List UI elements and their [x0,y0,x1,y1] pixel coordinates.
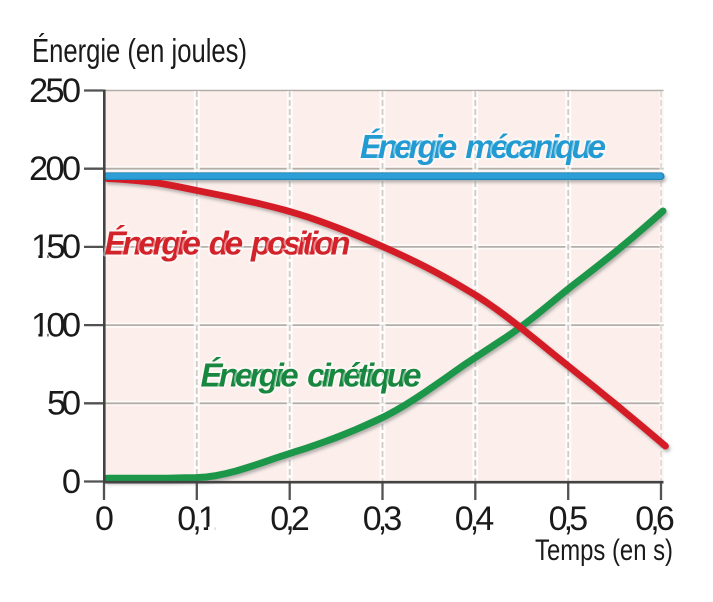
svg-text:100: 100 [31,306,81,344]
svg-text:0,5: 0,5 [549,500,589,538]
svg-text:0,1: 0,1 [177,500,217,538]
svg-text:50: 50 [47,385,81,423]
svg-text:200: 200 [29,150,81,188]
svg-text:0,4: 0,4 [455,500,495,538]
svg-text:Énergie (en joules): Énergie (en joules) [32,32,247,69]
svg-text:150: 150 [31,228,81,266]
svg-text:0: 0 [62,463,81,501]
svg-text:250: 250 [29,72,81,110]
svg-text:Temps (en s): Temps (en s) [535,534,673,567]
svg-text:0,3: 0,3 [363,500,403,538]
svg-text:0: 0 [95,500,114,538]
svg-text:0,2: 0,2 [270,500,310,538]
svg-text:0,6: 0,6 [635,500,675,538]
svg-text:Énergie mécanique: Énergie mécanique [360,128,606,165]
svg-text:Énergie de position: Énergie de position [105,225,351,262]
svg-text:Énergie cinétique: Énergie cinétique [201,357,422,394]
